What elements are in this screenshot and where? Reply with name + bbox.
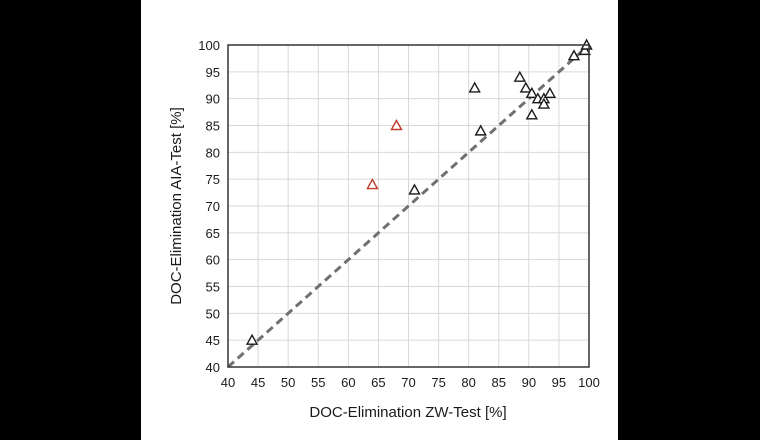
- data-point: [513, 70, 526, 82]
- data-point: [519, 81, 533, 93]
- data-point: [578, 43, 591, 56]
- y-tick-label: 95: [206, 65, 220, 80]
- data-point: [567, 49, 581, 61]
- y-tick-label: 85: [206, 119, 220, 134]
- data-point: [474, 124, 487, 136]
- y-tick-label: 60: [206, 253, 220, 268]
- y-tick-label: 80: [206, 145, 220, 160]
- x-tick-label: 55: [311, 375, 325, 390]
- data-point: [408, 183, 421, 195]
- x-tick-label: 60: [341, 375, 355, 390]
- data-point: [245, 333, 259, 345]
- x-tick-label: 70: [401, 375, 415, 390]
- x-tick-label: 65: [371, 375, 385, 390]
- y-tick-label: 70: [206, 199, 220, 214]
- x-tick-label: 80: [461, 375, 475, 390]
- y-tick-label: 90: [206, 92, 220, 107]
- data-point: [366, 178, 379, 190]
- x-axis-label: DOC-Elimination ZW-Test [%]: [309, 404, 506, 421]
- y-tick-label: 50: [206, 306, 220, 321]
- y-tick-label: 65: [206, 226, 220, 241]
- data-point: [525, 86, 539, 99]
- y-axis-label: DOC-Elimination AIA-Test [%]: [168, 107, 185, 305]
- x-tick-label: 100: [578, 375, 600, 390]
- y-tick-label: 40: [206, 360, 220, 375]
- x-tick-label: 50: [281, 375, 295, 390]
- data-point: [525, 108, 539, 120]
- x-tick-label: 40: [221, 375, 235, 390]
- x-tick-label: 85: [492, 375, 506, 390]
- reference-line: [227, 43, 590, 369]
- y-tick-label: 55: [206, 280, 220, 295]
- x-tick-label: 95: [552, 375, 566, 390]
- y-tick-label: 45: [206, 333, 220, 348]
- data-point: [468, 81, 481, 93]
- x-tick-label: 45: [251, 375, 265, 390]
- data-point: [537, 97, 551, 109]
- y-tick-label: 100: [198, 38, 220, 53]
- x-tick-label: 90: [522, 375, 536, 390]
- data-point: [390, 119, 403, 131]
- data-point: [543, 86, 557, 99]
- plot-frame: [227, 44, 590, 368]
- x-tick-label: 75: [431, 375, 445, 390]
- y-tick-label: 75: [206, 172, 220, 187]
